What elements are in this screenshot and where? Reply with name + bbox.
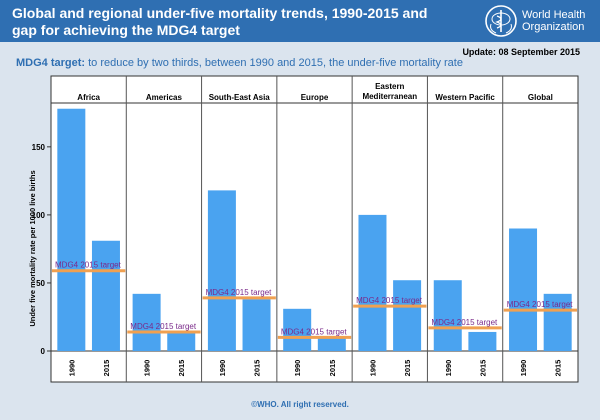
page-title: Global and regional under-five mortality… xyxy=(12,5,428,38)
x-tick-label: 2015 xyxy=(554,360,563,377)
region-label: Eastern xyxy=(375,82,404,91)
region-label: Global xyxy=(528,93,553,102)
who-logo-line2: Organization xyxy=(522,21,585,33)
bar-2015 xyxy=(393,280,422,351)
bar-2015 xyxy=(242,299,271,351)
x-tick-label: 2015 xyxy=(328,360,337,377)
y-axis-title: Under five mortality rate per 1000 live … xyxy=(28,170,37,326)
region-label: Mediterranean xyxy=(362,92,417,101)
mdg4-target-label: MDG4 2015 target xyxy=(507,300,574,309)
x-tick-label: 2015 xyxy=(253,360,262,377)
x-tick-label: 2015 xyxy=(177,360,186,377)
mdg4-target-label: MDG4 2015 target xyxy=(281,327,348,336)
mdg4-target-label: MDG4 2015 target xyxy=(55,261,122,270)
region-label: Africa xyxy=(77,93,100,102)
x-tick-label: 2015 xyxy=(478,360,487,377)
bar-2015 xyxy=(317,336,346,351)
bar-1990 xyxy=(358,214,387,351)
x-tick-label: 1990 xyxy=(143,360,152,377)
x-tick-label: 1990 xyxy=(444,360,453,377)
copyright-footer: ©WHO. All right reserved. xyxy=(251,400,349,409)
mdg4-target-label: MDG4 2015 target xyxy=(130,322,197,331)
who-logo-line1: World Health xyxy=(522,9,586,21)
x-tick-label: 1990 xyxy=(67,360,76,377)
mdg4-target-label: MDG4 2015 target xyxy=(206,288,273,297)
y-tick-label: 50 xyxy=(36,279,45,288)
region-label: Europe xyxy=(301,93,329,102)
bar-1990 xyxy=(132,293,161,351)
bar-2015 xyxy=(468,331,497,351)
region-label: South-East Asia xyxy=(209,93,271,102)
bar-1990 xyxy=(283,308,312,351)
x-tick-label: 1990 xyxy=(293,360,302,377)
x-tick-label: 2015 xyxy=(102,360,111,377)
x-tick-label: 1990 xyxy=(368,360,377,377)
who-logo-text: World Health Organization xyxy=(522,9,594,33)
x-tick-label: 2015 xyxy=(403,360,412,377)
bar-2015 xyxy=(91,240,120,351)
region-label: Americas xyxy=(146,93,183,102)
x-tick-label: 1990 xyxy=(218,360,227,377)
bar-2015 xyxy=(167,330,196,351)
bar-2015 xyxy=(543,293,572,351)
who-emblem-icon xyxy=(485,5,517,37)
y-tick-label: 150 xyxy=(32,143,46,152)
x-tick-label: 1990 xyxy=(519,360,528,377)
bar-1990 xyxy=(57,108,86,351)
mdg4-target-lead: MDG4 target: xyxy=(16,57,86,69)
mdg4-target-label: MDG4 2015 target xyxy=(356,296,423,305)
who-logo: World Health Organization xyxy=(484,4,594,38)
mdg4-target-label: MDG4 2015 target xyxy=(431,318,498,327)
bar-1990 xyxy=(433,280,462,351)
bar-1990 xyxy=(207,190,236,351)
header-banner: Global and regional under-five mortality… xyxy=(0,0,600,42)
y-tick-label: 0 xyxy=(41,347,46,356)
y-tick-label: 100 xyxy=(32,211,46,220)
bar-1990 xyxy=(509,228,538,351)
update-date: Update: 08 September 2015 xyxy=(462,47,580,57)
region-label: Western Pacific xyxy=(435,93,495,102)
mdg4-target-text: to reduce by two thirds, between 1990 an… xyxy=(85,57,463,69)
mdg4-target-description: MDG4 target: to reduce by two thirds, be… xyxy=(16,57,586,69)
